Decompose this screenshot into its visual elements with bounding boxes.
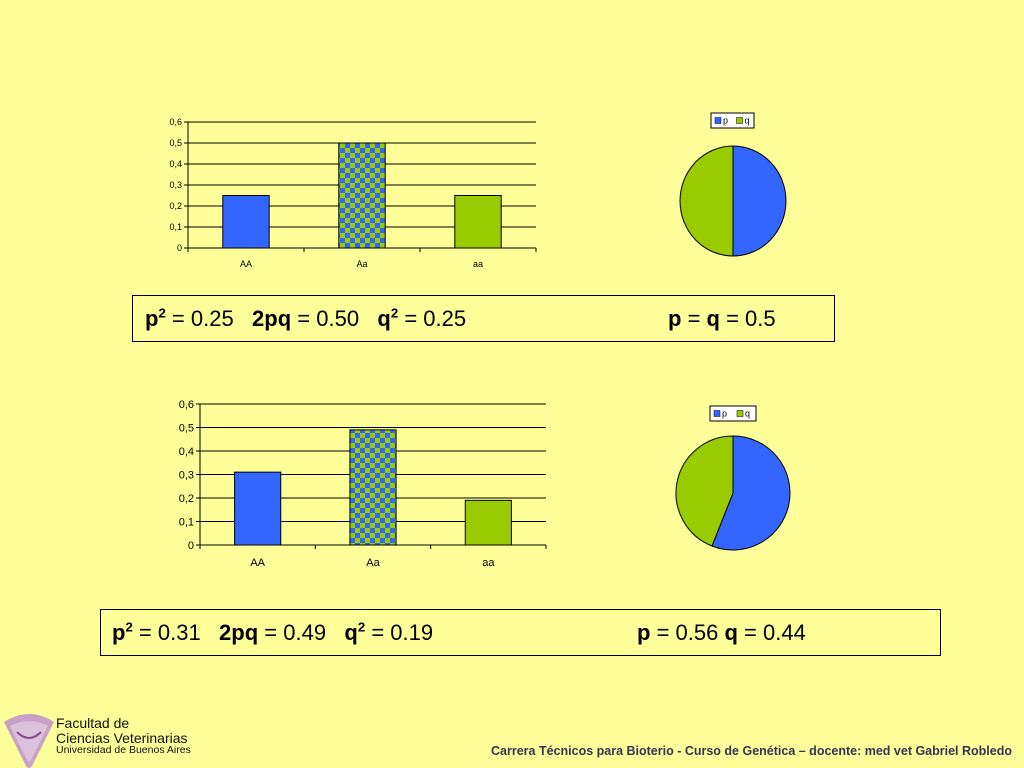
superscript: 2 [125,619,133,635]
2pq-symbol: 2pq [219,619,259,645]
x-tick-label: AA [240,259,252,269]
pie-slice [711,435,791,551]
formula-box-1: p2 = 0.25 2pq = 0.50 q2 = 0.25 p = q = 0… [132,295,835,342]
faculty-logo-icon [4,714,54,768]
p-squared-symbol: p [145,305,159,331]
legend-swatch [714,117,722,124]
logo-line-3: Universidad de Buenos Aires [56,744,191,757]
pie-slice [675,435,734,547]
superscript: 2 [357,619,366,635]
y-tick-label: 0,3 [169,180,182,190]
bar [338,142,386,249]
y-tick-label: 0,6 [169,117,182,127]
legend-swatch [713,410,721,417]
bar [349,429,397,546]
pie-slice [732,145,787,257]
bar [464,499,512,546]
formula-box-2: p2 = 0.31 2pq = 0.49 q2 = 0.19 p = 0.56 … [100,609,941,656]
legend-label: p [723,116,728,126]
legend-swatch [736,117,743,124]
legend-swatch [736,410,744,417]
y-tick-label: 0,4 [169,159,182,169]
y-tick-label: 0 [188,540,194,552]
q-squared-symbol: q [344,619,358,645]
2pq-symbol: 2pq [252,305,292,331]
q-squared-symbol: q [377,305,391,331]
y-tick-label: 0,4 [179,446,194,458]
p-squared-value: = 0.25 [165,305,246,331]
y-tick-label: 0,2 [179,493,194,505]
q-symbol: q [706,305,720,331]
legend-box [710,112,755,129]
footer-text: Carrera Técnicos para Bioterio - Curso d… [491,744,1012,758]
logo-line-2: Ciencias Veterinarias [56,729,188,746]
x-tick-label: Aa [356,259,367,269]
p-symbol: p [668,305,682,331]
legend-label: p [722,409,727,419]
legend-box [709,405,757,422]
q-symbol: q [724,619,738,645]
x-tick-label: aa [473,259,483,269]
p-squared-symbol: p [112,619,126,645]
2pq-value: = 0.49 [258,619,339,645]
y-tick-label: 0,2 [169,201,182,211]
bar [234,471,282,546]
p-equals-q-value: = 0.5 [719,305,776,331]
y-tick-label: 0,5 [169,138,182,148]
faculty-logo-text: Facultad de Ciencias Veterinarias Univer… [56,716,191,756]
p-value: = 0.56 [650,619,725,645]
pie-slice [679,145,734,257]
y-tick-label: 0,1 [169,222,182,232]
x-tick-label: AA [250,557,265,569]
p-symbol: p [637,619,651,645]
bar [222,195,270,249]
y-tick-label: 0,5 [179,422,194,434]
superscript: 2 [158,305,166,321]
y-tick-label: 0,3 [179,469,194,481]
superscript: 2 [390,305,399,321]
x-tick-label: aa [482,557,495,569]
y-tick-label: 0,1 [179,516,194,528]
q-squared-value: = 0.25 [398,305,467,331]
2pq-value: = 0.50 [291,305,372,331]
bar-chart-1: 0 0,1 0,2 0,3 0,4 0,5 0,6 AA Aa aa [169,117,537,269]
x-tick-label: Aa [366,557,380,569]
y-tick-label: 0 [177,243,182,253]
q-squared-value: = 0.19 [365,619,434,645]
equals: = [681,305,707,331]
q-value: = 0.44 [737,619,806,645]
bar [454,195,502,249]
p-squared-value: = 0.31 [132,619,213,645]
bar-chart-2: 0 0,1 0,2 0,3 0,4 0,5 0,6 AA Aa aa [179,399,547,569]
legend-label: q [745,116,750,126]
legend-label: q [745,409,750,419]
y-tick-label: 0,6 [179,399,194,411]
logo-line-1: Facultad de [56,715,130,731]
